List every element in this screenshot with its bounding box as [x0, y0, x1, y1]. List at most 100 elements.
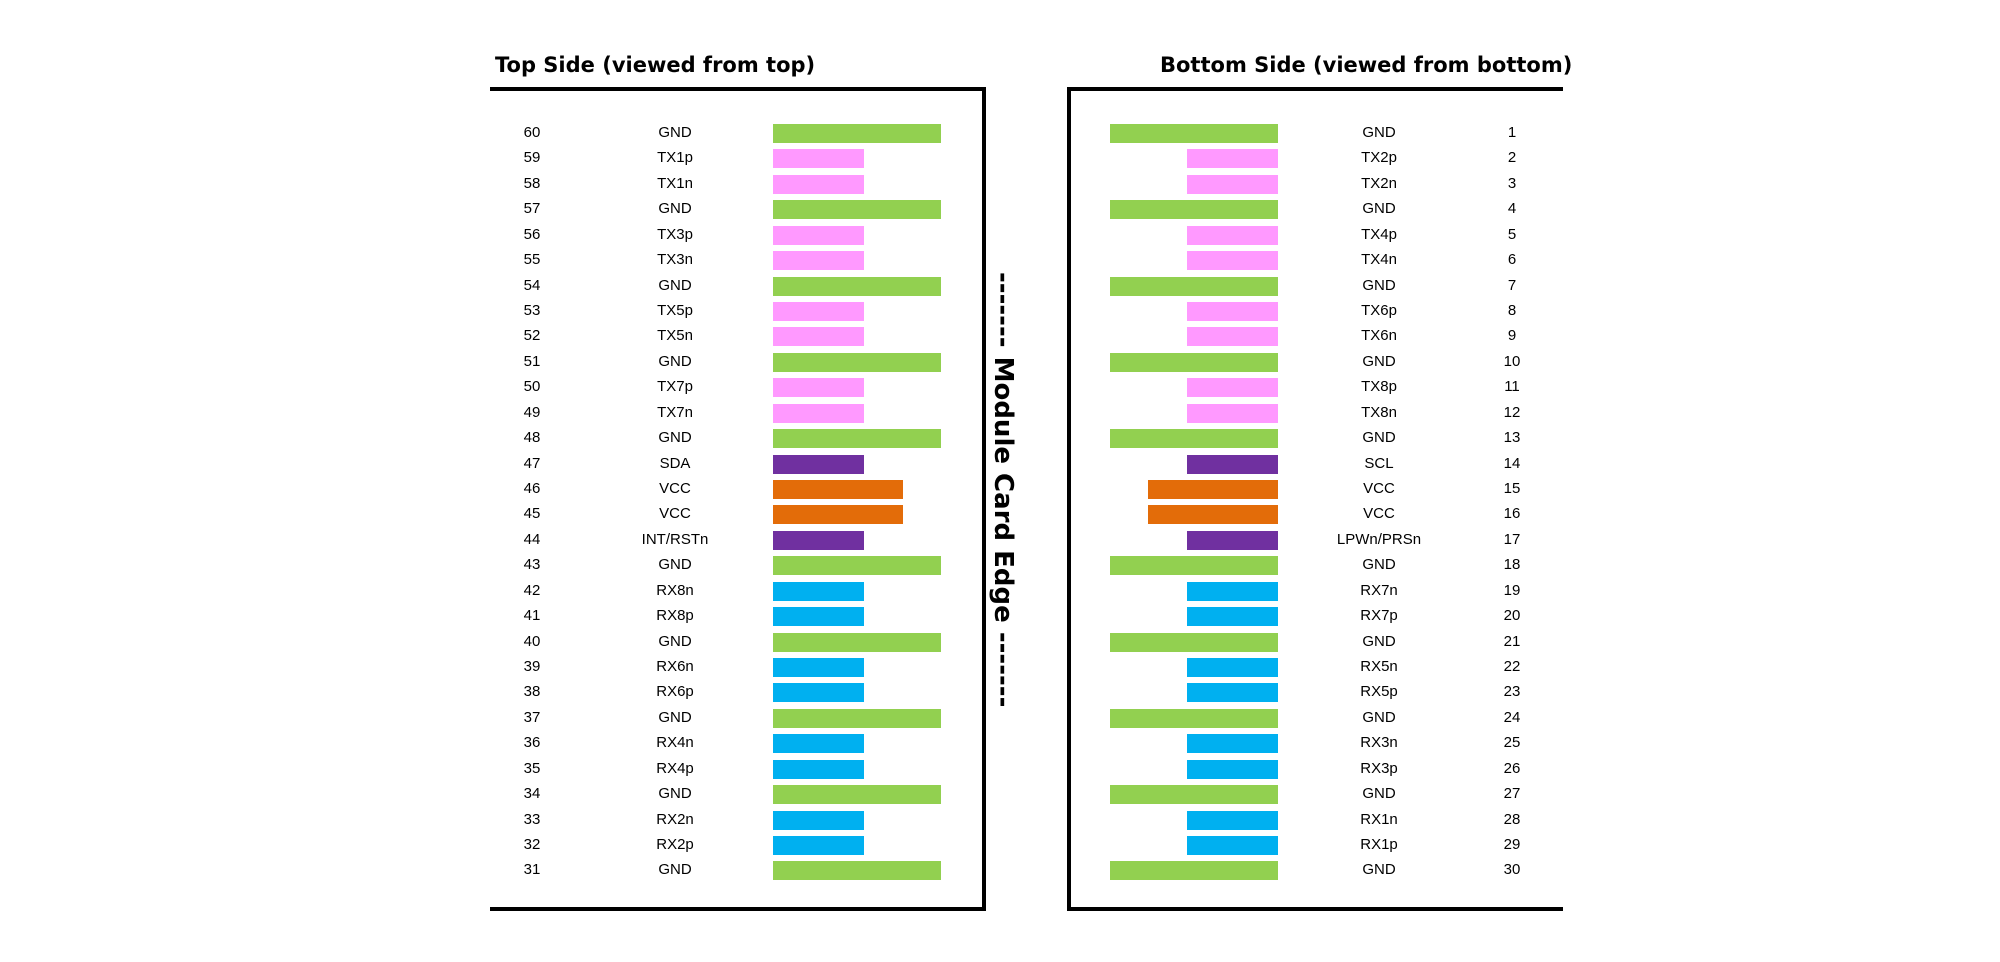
pin-signal-label: GND — [1362, 429, 1396, 447]
pin-row: 15 VCC — [0, 477, 2000, 501]
pin-number: 31 — [523, 861, 541, 879]
pin-signal-label: RX2n — [656, 810, 694, 828]
pin-contact-pad — [773, 810, 864, 830]
pin-row: 8 TX6p — [0, 299, 2000, 323]
pin-number: 47 — [523, 454, 541, 472]
pin-signal-label: TX8n — [1361, 403, 1397, 421]
pin-signal-label: TX4p — [1361, 225, 1397, 243]
pin-row: 50 TX7p — [0, 375, 2000, 399]
pin-number: 55 — [523, 251, 541, 269]
pin-row: 43 GND — [0, 553, 2000, 577]
pin-contact-pad — [1148, 480, 1278, 500]
pin-signal-label: RX1p — [1360, 836, 1398, 854]
pin-signal-label: GND — [1362, 352, 1396, 370]
pin-contact-pad — [1187, 734, 1278, 754]
pin-contact-pad — [1187, 327, 1278, 347]
pin-row: 44 INT/RSTn — [0, 528, 2000, 552]
pin-contact-pad — [773, 327, 864, 347]
pin-row: 47 SDA — [0, 452, 2000, 476]
pin-contact-pad — [773, 352, 941, 372]
pin-signal-label: TX2n — [1361, 174, 1397, 192]
pin-row: 7 GND — [0, 274, 2000, 298]
pin-row: 11 TX8p — [0, 375, 2000, 399]
pin-signal-label: SCL — [1364, 454, 1394, 472]
pin-signal-label: TX6p — [1361, 302, 1397, 319]
pin-number: 8 — [1507, 302, 1517, 319]
pin-signal-label: TX3n — [657, 251, 693, 269]
pin-contact-pad — [1110, 708, 1278, 728]
pin-contact-pad — [773, 785, 941, 805]
pin-number: 29 — [1503, 836, 1521, 854]
pin-contact-pad — [1110, 556, 1278, 576]
pin-signal-label: RX6p — [656, 683, 694, 701]
pin-row: 38 RX6p — [0, 680, 2000, 704]
pin-number: 36 — [523, 734, 541, 752]
pin-number: 11 — [1504, 378, 1520, 396]
pin-contact-pad — [773, 251, 864, 271]
pin-contact-pad — [1110, 352, 1278, 372]
pin-row: 22 RX5n — [0, 655, 2000, 679]
pin-number: 26 — [1503, 759, 1521, 777]
pin-signal-label: GND — [658, 124, 692, 141]
pin-signal-label: RX8n — [656, 581, 694, 599]
top-side-frame — [490, 87, 986, 911]
pin-signal-label: GND — [658, 200, 692, 218]
pin-number: 6 — [1507, 251, 1517, 269]
pin-row: 19 RX7n — [0, 579, 2000, 603]
pin-row: 25 RX3n — [0, 731, 2000, 755]
pin-contact-pad — [773, 403, 864, 423]
pin-number: 1 — [1507, 124, 1517, 141]
top-side-title: Top Side (viewed from top) — [495, 53, 816, 77]
pin-number: 30 — [1503, 861, 1521, 879]
pin-number: 49 — [523, 403, 541, 421]
pin-signal-label: TX5n — [657, 327, 693, 345]
pin-signal-label: RX7p — [1360, 607, 1398, 625]
pin-signal-label: RX5n — [1360, 658, 1398, 676]
pin-number: 58 — [523, 174, 541, 192]
pin-contact-pad — [773, 302, 864, 321]
pin-row: 37 GND — [0, 706, 2000, 730]
pin-contact-pad — [1110, 632, 1278, 652]
pin-number: 21 — [1503, 632, 1521, 650]
pin-contact-pad — [1187, 810, 1278, 830]
pin-number: 50 — [523, 378, 541, 396]
pin-row: 13 GND — [0, 426, 2000, 450]
pin-contact-pad — [773, 276, 941, 296]
pin-row: 57 GND — [0, 197, 2000, 221]
pin-row: 32 RX2p — [0, 833, 2000, 857]
pin-row: 45 VCC — [0, 502, 2000, 526]
pin-row: 5 TX4p — [0, 223, 2000, 247]
pin-contact-pad — [773, 200, 941, 220]
pin-number: 56 — [523, 225, 541, 243]
pin-contact-pad — [1187, 302, 1278, 321]
pin-signal-label: GND — [658, 352, 692, 370]
pin-contact-pad — [773, 505, 903, 525]
pin-row: 60 GND — [0, 121, 2000, 145]
pin-contact-pad — [1187, 403, 1278, 423]
pin-signal-label: TX3p — [657, 225, 693, 243]
pin-row: 27 GND — [0, 782, 2000, 806]
pin-number: 37 — [523, 708, 541, 726]
pin-number: 9 — [1507, 327, 1517, 345]
pin-contact-pad — [773, 581, 864, 601]
pin-number: 43 — [523, 556, 541, 574]
pin-contact-pad — [1187, 658, 1278, 678]
pin-signal-label: VCC — [1363, 505, 1395, 523]
pin-number: 15 — [1503, 480, 1521, 498]
pin-row: 9 TX6n — [0, 324, 2000, 348]
pin-row: 4 GND — [0, 197, 2000, 221]
pin-contact-pad — [773, 149, 864, 169]
pin-number: 42 — [523, 581, 541, 599]
pin-number: 51 — [523, 352, 541, 370]
pin-row: 14 SCL — [0, 452, 2000, 476]
pin-signal-label: LPWn/PRSn — [1336, 530, 1422, 548]
pin-contact-pad — [773, 124, 941, 143]
pin-number: 19 — [1503, 581, 1521, 599]
pin-signal-label: TX6n — [1361, 327, 1397, 345]
pin-number: 46 — [523, 480, 541, 498]
pin-row: 31 GND — [0, 858, 2000, 882]
pin-number: 13 — [1503, 429, 1521, 447]
pin-signal-label: GND — [1362, 861, 1396, 879]
pin-number: 32 — [523, 836, 541, 854]
bottom-side-title: Bottom Side (viewed from bottom) — [1160, 53, 1573, 77]
